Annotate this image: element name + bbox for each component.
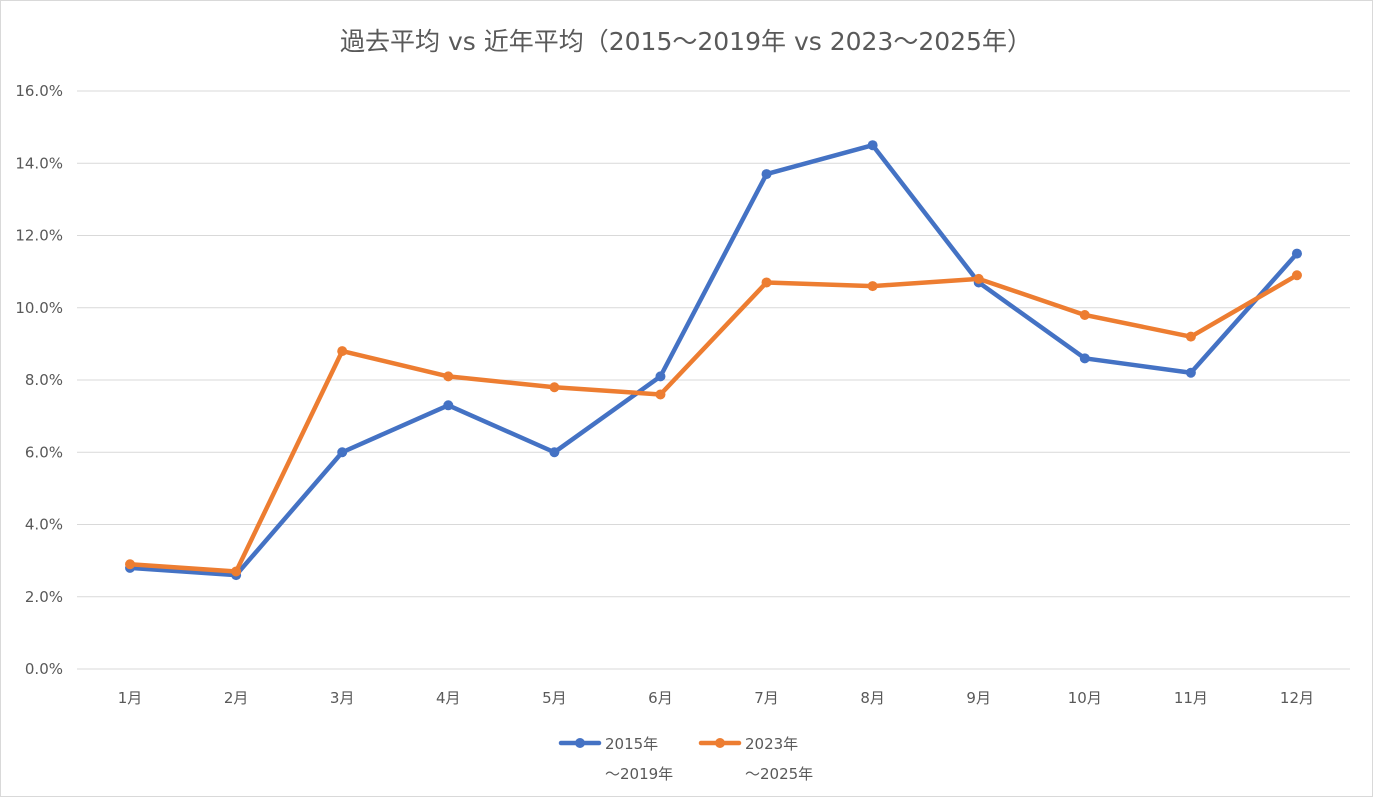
data-point	[1079, 309, 1090, 320]
data-point	[1291, 248, 1302, 259]
x-tick-label: 7月	[754, 689, 779, 707]
series-line	[127, 272, 1300, 574]
data-point	[443, 400, 454, 411]
data-point	[1185, 367, 1196, 378]
legend-label-continued: ～2025年	[745, 765, 813, 783]
x-tick-label: 5月	[542, 689, 567, 707]
legend-item-2: 2023年 ～2025年	[698, 735, 813, 783]
data-point	[655, 389, 666, 400]
data-point	[1185, 331, 1196, 342]
legend-label: 2023年	[745, 735, 798, 753]
x-tick-label: 10月	[1068, 689, 1102, 707]
x-tick-label: 12月	[1280, 689, 1314, 707]
x-tick-label: 11月	[1174, 689, 1208, 707]
legend-item-1: 2015年 ～2019年	[558, 735, 673, 783]
x-tick-label: 2月	[224, 689, 249, 707]
y-tick-label: 16.0%	[15, 82, 63, 100]
data-point	[125, 559, 136, 570]
data-point	[867, 281, 878, 292]
data-point	[761, 277, 772, 288]
data-point	[443, 371, 454, 382]
legend-marker	[715, 738, 725, 748]
y-tick-label: 0.0%	[25, 660, 63, 678]
y-axis-ticks: 0.0% 2.0% 4.0% 6.0% 8.0% 10.0% 12.0% 14.0% 16.0%	[15, 82, 63, 678]
x-tick-label: 8月	[860, 689, 885, 707]
x-tick-label: 4月	[436, 689, 461, 707]
y-tick-label: 8.0%	[25, 371, 63, 389]
series-line	[127, 142, 1300, 578]
x-axis-ticks: 1月 2月 3月 4月 5月 6月 7月 8月 9月 10月 11月 12月	[118, 689, 1314, 707]
gridlines	[77, 90, 1350, 670]
y-tick-label: 2.0%	[25, 588, 63, 606]
x-tick-label: 9月	[966, 689, 991, 707]
legend: 2015年 ～2019年 2023年 ～2025年	[558, 735, 813, 783]
data-point	[231, 566, 242, 577]
data-point	[867, 140, 878, 151]
data-point	[761, 169, 772, 180]
y-tick-label: 6.0%	[25, 443, 63, 461]
legend-label-continued: ～2019年	[605, 765, 673, 783]
data-point	[1291, 270, 1302, 281]
data-point	[549, 447, 560, 458]
data-point	[337, 447, 348, 458]
y-tick-label: 4.0%	[25, 516, 63, 534]
series-2	[125, 270, 1302, 577]
legend-marker	[575, 738, 585, 748]
series-1	[125, 140, 1302, 581]
y-tick-label: 10.0%	[15, 299, 63, 317]
y-tick-label: 14.0%	[15, 154, 63, 172]
series-layer	[125, 140, 1302, 581]
chart-title: 過去平均 vs 近年平均（2015～2019年 vs 2023～2025年）	[340, 27, 1032, 56]
data-point	[655, 371, 666, 382]
data-point	[973, 273, 984, 284]
x-tick-label: 3月	[330, 689, 355, 707]
data-point	[337, 346, 348, 357]
y-tick-label: 12.0%	[15, 227, 63, 245]
x-tick-label: 6月	[648, 689, 673, 707]
x-tick-label: 1月	[118, 689, 143, 707]
legend-label: 2015年	[605, 735, 658, 753]
data-point	[549, 382, 560, 393]
data-point	[1079, 353, 1090, 364]
